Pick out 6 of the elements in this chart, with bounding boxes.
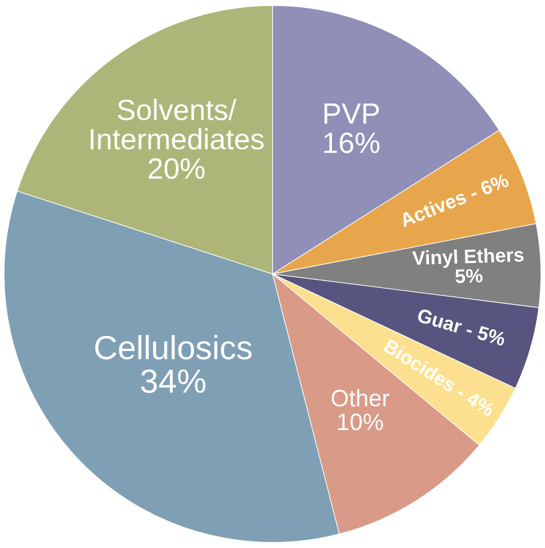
slice-label: Vinyl Ethers 5% (412, 247, 524, 284)
slice-label: PVP 16% (324, 104, 380, 154)
slice-label: Other 10% (332, 389, 390, 430)
slice-label: Cellulosics 34% (95, 334, 252, 393)
slice-label: Solvents/ Intermediates 20% (90, 98, 264, 179)
slice-label: Guar - 5% (416, 308, 506, 346)
